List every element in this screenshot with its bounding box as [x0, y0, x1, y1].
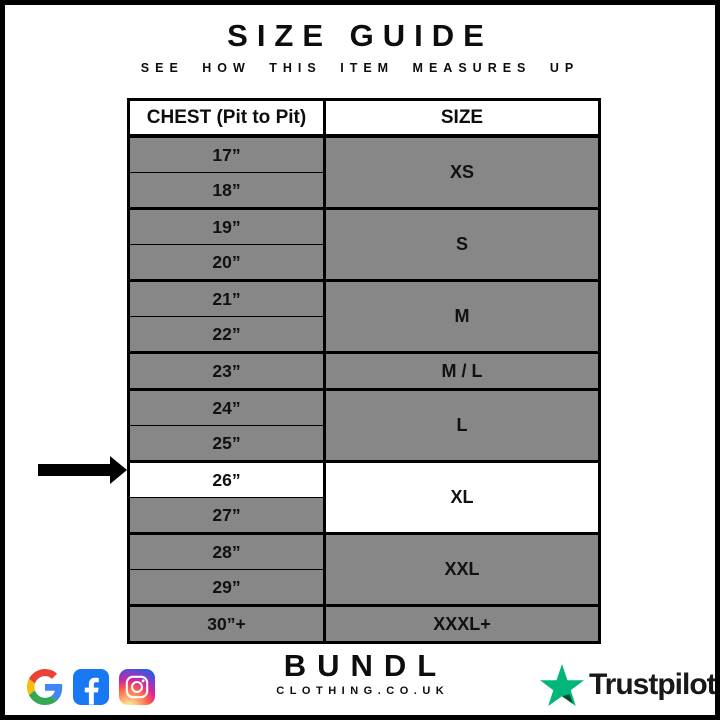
size-table: CHEST (Pit to Pit) SIZE 17” XS 18” 19” S…: [127, 98, 601, 644]
table-row: 24” L: [127, 388, 601, 462]
brand-logo: BUNDL CLOTHING.CO.UK: [5, 650, 715, 697]
size-column-header: SIZE: [323, 98, 601, 138]
brand-domain: CLOTHING.CO.UK: [276, 685, 450, 697]
size-cell-s: S: [323, 207, 601, 281]
chest-cell-23: 23”: [127, 351, 326, 390]
size-cell-l: L: [323, 388, 601, 462]
chest-cell-20: 20”: [127, 244, 326, 281]
size-cell-xxxlplus: XXXL+: [323, 604, 601, 644]
table-row: 21” M: [127, 279, 601, 353]
chest-cell-29: 29”: [127, 569, 326, 606]
table-row: 29”: [127, 569, 600, 606]
chest-cell-18: 18”: [127, 172, 326, 209]
size-cell-m-l: M / L: [323, 351, 601, 390]
table-row: 19” S: [127, 207, 601, 281]
table-row: 18”: [127, 172, 600, 209]
table-header-row: CHEST (Pit to Pit) SIZE: [127, 98, 601, 138]
table-row: 17” XS: [127, 134, 601, 209]
trustpilot-star-icon: [540, 664, 584, 706]
page-title: SIZE GUIDE: [227, 18, 493, 53]
size-cell-xs: XS: [323, 134, 601, 209]
chest-cell-17: 17”: [127, 134, 326, 173]
table-row: 28” XXL: [127, 532, 601, 606]
size-cell-xl-highlighted: XL: [323, 460, 601, 534]
social-icons: [27, 669, 155, 705]
arrow-head: [110, 456, 127, 484]
page-subtitle: SEE HOW THIS ITEM MEASURES UP: [140, 61, 580, 75]
highlight-arrow-icon: [38, 456, 127, 484]
table-row: 27”: [127, 497, 600, 534]
chest-cell-24: 24”: [127, 388, 326, 426]
chest-cell-25: 25”: [127, 425, 326, 462]
google-icon[interactable]: [27, 669, 63, 705]
brand-name: BUNDL: [283, 648, 448, 683]
trustpilot-label: Trustpilot: [589, 668, 716, 701]
table-row: 23” M / L: [127, 351, 601, 390]
table-row-highlighted: 26” XL: [127, 460, 601, 534]
trustpilot-logo[interactable]: Trustpilot: [540, 664, 716, 706]
chest-cell-21: 21”: [127, 279, 326, 317]
chest-cell-22: 22”: [127, 316, 326, 353]
chest-cell-19: 19”: [127, 207, 326, 245]
chest-column-header: CHEST (Pit to Pit): [127, 98, 326, 138]
chest-cell-28: 28”: [127, 532, 326, 570]
size-cell-m: M: [323, 279, 601, 353]
chest-cell-27: 27”: [127, 497, 326, 534]
chest-cell-26-highlighted: 26”: [127, 460, 326, 498]
table-row: 25”: [127, 425, 600, 462]
size-cell-xxl: XXL: [323, 532, 601, 606]
chest-cell-30plus: 30”+: [127, 604, 326, 644]
table-row: 20”: [127, 244, 600, 281]
facebook-icon[interactable]: [73, 669, 109, 705]
table-row: 30”+ XXXL+: [127, 604, 601, 644]
arrow-shaft: [38, 464, 112, 476]
instagram-icon[interactable]: [119, 669, 155, 705]
